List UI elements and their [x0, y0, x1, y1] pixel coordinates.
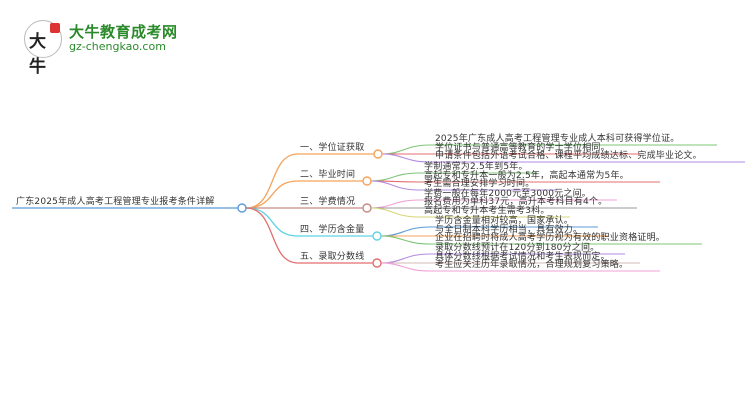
branch-label[interactable]: 一、学位证获取	[300, 143, 365, 153]
logo-name: 大牛教育成考网	[69, 23, 178, 41]
branch-label[interactable]: 五、录取分数线	[300, 252, 365, 262]
leaf-label: 2025年广东成人高考工程管理专业成人本科可获得学位证。	[435, 134, 680, 144]
logo-mark-text: 大牛	[29, 32, 46, 77]
leaf-label: 具体分数线根据考试情况和考生表现而定。	[435, 252, 610, 262]
branch-collapse-toggle[interactable]	[372, 258, 382, 268]
branch-collapse-toggle[interactable]	[372, 231, 382, 241]
leaf-label: 与全日制本科学历相当，具有效力。	[435, 225, 583, 235]
root-collapse-toggle[interactable]	[237, 203, 247, 213]
branch-label[interactable]: 二、毕业时间	[300, 170, 356, 180]
branch-collapse-toggle[interactable]	[362, 203, 372, 213]
root-node-label[interactable]: 广东2025年成人高考工程管理专业报考条件详解	[16, 197, 215, 207]
leaf-label: 考生需合理安排学习时间。	[424, 179, 535, 189]
leaf-label: 企业在招聘时将成人高考学历视为有效的职业资格证明。	[435, 233, 666, 243]
leaf-label: 学历含金量相对较高，国家承认。	[435, 216, 574, 226]
branch-collapse-toggle[interactable]	[362, 176, 372, 186]
leaf-connector	[370, 180, 557, 191]
branch-label[interactable]: 四、学历含金量	[300, 225, 365, 235]
logo-mark: 大牛	[24, 20, 62, 77]
site-logo[interactable]: 大牛 大牛教育成考网 gz-chengkao.com	[14, 16, 214, 77]
logo-url: gz-chengkao.com	[69, 40, 166, 53]
branch-connector	[245, 153, 374, 209]
branch-connector	[245, 180, 363, 209]
leaf-connector	[380, 235, 702, 245]
logo-seal	[50, 23, 60, 33]
leaf-connector	[370, 207, 570, 218]
branch-connector	[245, 207, 373, 237]
leaf-label: 高起专和专升本一般为2.5年，高起本通常为5年。	[424, 171, 629, 181]
leaf-connector	[380, 262, 660, 272]
leaf-label: 学费一般在每年2000元至3000元之间。	[424, 189, 592, 199]
leaf-label: 高起专和专升本考生需考3科。	[424, 206, 550, 216]
leaf-label: 学制通常为2.5年到5年。	[424, 162, 528, 172]
leaf-label: 学位证书与普通高等教育的学士学位相同。	[435, 143, 610, 153]
branch-connector	[245, 207, 373, 264]
leaf-label: 考生应关注历年录取情况，合理规划复习策略。	[435, 260, 629, 270]
branch-collapse-toggle[interactable]	[373, 149, 383, 159]
leaf-label: 录取分数线预计在120分到180分之间。	[435, 243, 600, 253]
branch-label[interactable]: 三、学费情况	[300, 197, 356, 207]
leaf-label: 申请条件包括外语考试合格、课程平均成绩达标、完成毕业论文。	[435, 151, 702, 161]
leaf-connector	[381, 153, 745, 163]
leaf-label: 报名费用为单科37元，高升本考科目有4个。	[424, 197, 608, 207]
